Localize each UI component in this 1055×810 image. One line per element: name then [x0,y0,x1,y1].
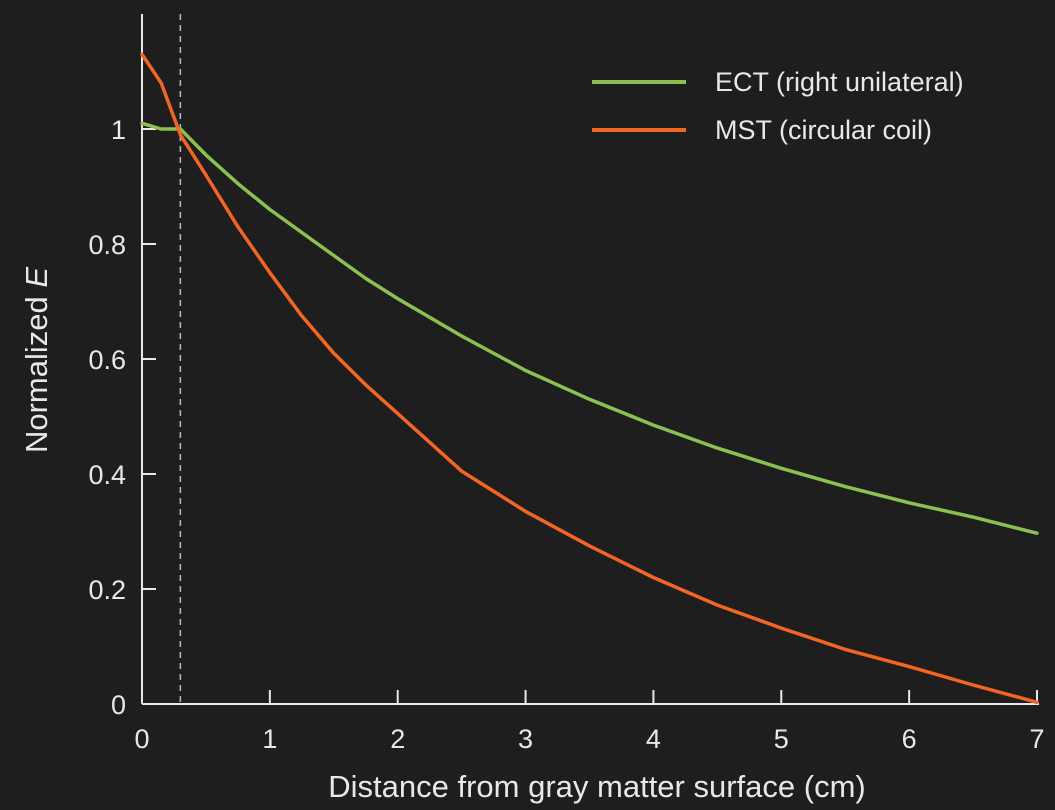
x-axis-title: Distance from gray matter surface (cm) [328,769,865,804]
x-tick-label: 5 [774,724,789,754]
axes: 0 1 2 3 4 5 6 7 0 0.2 0.4 0.6 0.8 1 [88,14,1045,754]
x-tick-label: 3 [518,724,533,754]
y-tick-label: 0 [111,690,126,720]
x-tick-label: 7 [1029,724,1044,754]
x-tick-label: 1 [262,724,277,754]
series-group [140,52,1039,705]
y-axis-title-prefix: Normalized [19,288,54,453]
legend: ECT (right unilateral) MST (circular coil… [592,67,964,145]
y-tick-label: 1 [111,115,126,145]
x-tick-label: 4 [646,724,661,754]
series-line-2 [140,52,1039,705]
y-tick-label: 0.6 [88,345,126,375]
y-tick-label: 0.8 [88,230,126,260]
x-tick-label: 0 [134,724,149,754]
series-line-1 [140,121,1039,535]
y-axis-title-variable: E [19,267,54,288]
legend-label-1: ECT (right unilateral) [715,67,964,97]
x-tick-label: 6 [902,724,917,754]
y-axis-title: Normalized E [19,267,54,453]
y-tick-label: 0.4 [88,460,126,490]
y-tick-label: 0.2 [88,575,126,605]
x-tick-label: 2 [390,724,405,754]
legend-label-2: MST (circular coil) [715,115,932,145]
